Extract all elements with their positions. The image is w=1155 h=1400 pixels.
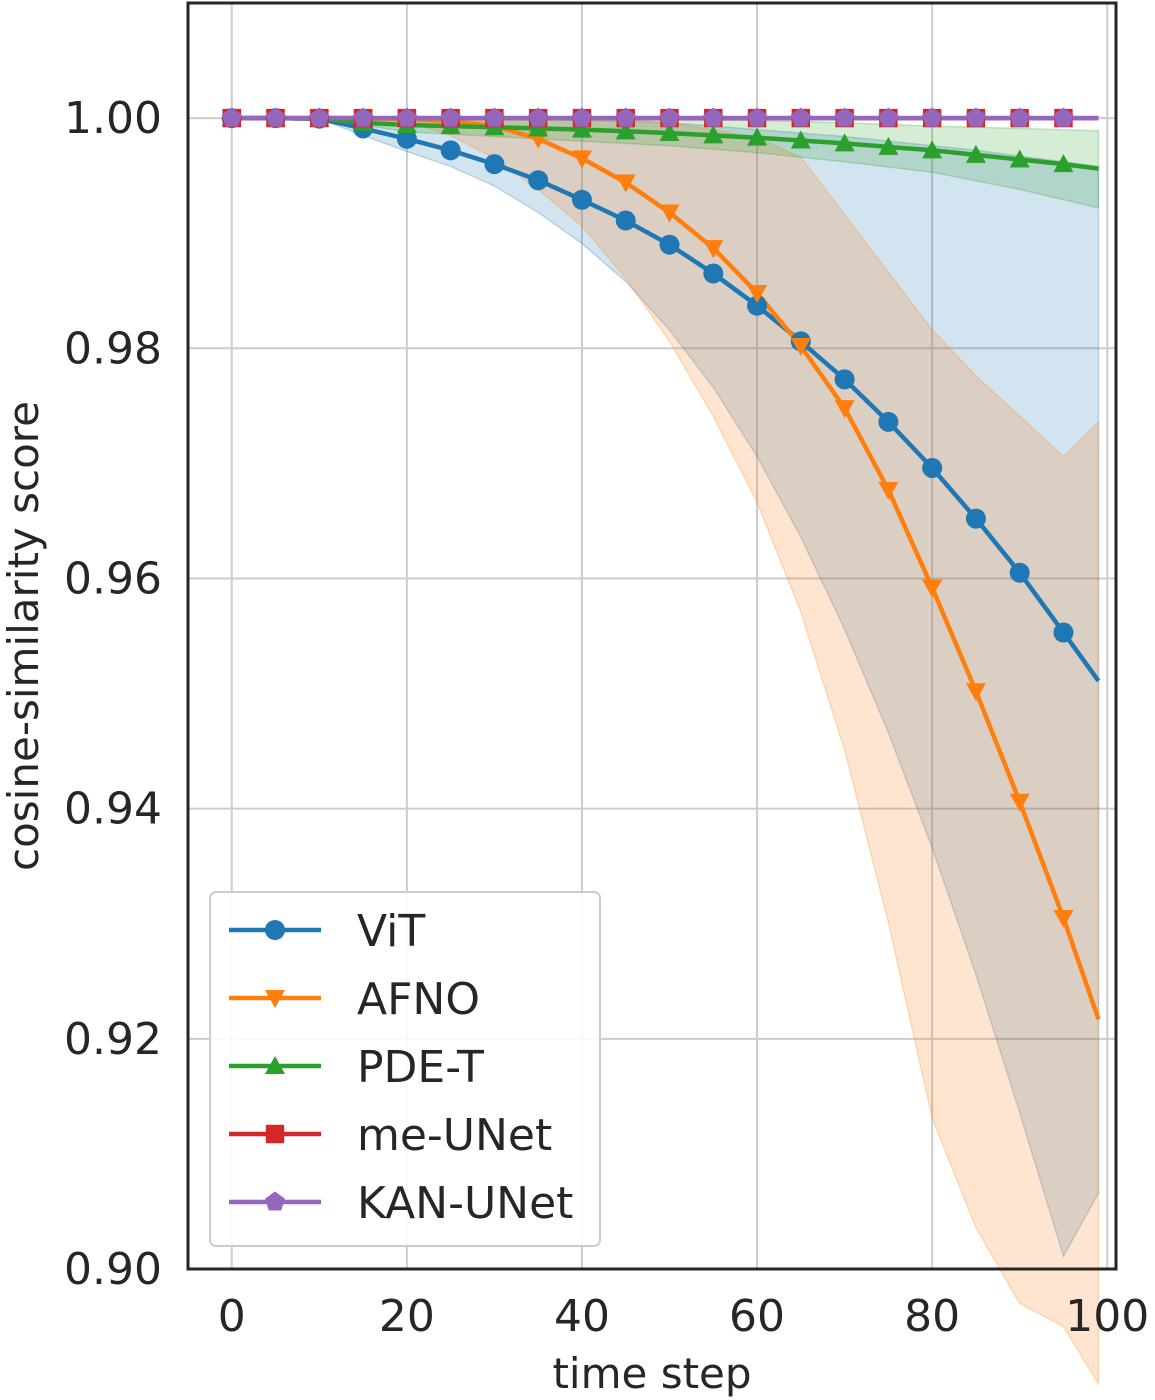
x-axis-ticks: 0 20 40 60 80 100 [218,1291,1149,1342]
data-point-vit [571,189,592,210]
legend-label-pde-t: PDE-T [357,1042,484,1093]
data-point-afno [1009,793,1030,812]
legend-label-kan-unet: KAN-UNet [357,1178,573,1229]
y-tick-label: 0.92 [64,1014,162,1065]
data-point-kan-unet [353,107,374,127]
series-markers [221,107,1074,928]
x-tick-label: 100 [1065,1291,1149,1342]
data-point-kan-unet [790,107,811,127]
data-point-pde-t [878,136,899,155]
x-tick-label: 40 [554,1291,610,1342]
data-point-afno [703,240,724,259]
data-point-kan-unet [615,107,636,127]
x-tick-label: 20 [379,1291,435,1342]
legend: ViT AFNO PDE-T me-UNet KAN-UNet [209,891,601,1247]
data-point-pde-t [659,123,680,142]
data-point-pde-t [528,118,549,137]
data-point-vit [922,457,943,478]
legend-items: ViT AFNO PDE-T me-UNet KAN-UNet [229,906,573,1229]
data-point-afno [922,579,943,598]
y-axis-ticks: 0.90 0.92 0.94 0.96 0.98 1.00 [64,93,162,1295]
data-point-pde-t [747,127,768,146]
data-point-kan-unet [659,107,680,127]
data-point-pde-t [615,121,636,140]
data-point-afno [571,150,592,169]
data-point-pde-t [1053,154,1074,173]
y-tick-label: 0.94 [64,784,162,835]
data-point-vit [703,263,724,284]
data-point-vit [1053,622,1074,643]
data-point-afno [659,204,680,223]
y-tick-label: 0.96 [64,553,162,604]
data-point-kan-unet [1009,107,1030,127]
data-point-kan-unet [747,107,767,127]
data-point-pde-t [1009,149,1030,168]
data-point-kan-unet [965,107,986,127]
legend-label-afno: AFNO [357,974,480,1025]
data-point-kan-unet [703,107,724,127]
y-axis-label: cosine-similarity score [0,401,48,871]
data-point-pde-t [571,119,592,138]
plot-frame [186,1,1118,1271]
data-point-afno [790,337,811,356]
x-tick-label: 60 [729,1291,785,1342]
y-tick-label: 0.98 [64,323,162,374]
x-tick-label: 80 [904,1291,960,1342]
legend-label-vit: ViT [357,906,425,957]
data-point-kan-unet [221,107,242,127]
data-point-pde-t [834,133,855,152]
data-point-afno [747,285,768,304]
legend-box [209,891,601,1247]
data-point-pde-t [965,144,986,163]
data-point-pde-t [922,140,943,159]
data-point-pde-t [790,130,811,149]
data-point-vit [615,210,636,231]
data-point-afno [834,400,855,419]
x-tick-label: 0 [218,1291,246,1342]
data-point-vit [396,128,417,149]
legend-marker-afno [265,990,285,1008]
data-point-vit [484,154,505,175]
data-point-kan-unet [572,107,592,127]
data-point-afno [878,481,899,500]
data-point-afno [1053,909,1074,928]
data-point-kan-unet [1053,107,1074,127]
data-point-kan-unet [834,107,855,127]
data-point-vit [834,369,855,390]
data-point-vit [1009,562,1030,583]
data-point-vit [528,170,549,191]
x-axis-label: time step [552,1349,751,1398]
y-tick-label: 0.90 [64,1244,162,1295]
legend-marker-vit [265,920,285,940]
data-point-kan-unet [309,107,330,127]
legend-marker-kan-unet [265,1191,285,1211]
data-point-kan-unet [922,107,943,127]
data-point-kan-unet [484,107,505,127]
data-point-pde-t [703,125,724,144]
data-point-kan-unet [528,107,549,127]
data-point-kan-unet [878,107,899,127]
legend-marker-pde-t [265,1056,285,1074]
data-point-kan-unet [265,107,286,127]
y-tick-label: 1.00 [64,93,162,144]
legend-marker-me-unet [265,1124,285,1144]
data-point-vit [440,140,461,161]
data-point-kan-unet [396,107,417,127]
data-point-vit [965,508,986,529]
data-point-vit [659,234,680,255]
legend-label-me-unet: me-UNet [357,1110,552,1161]
data-point-kan-unet [440,107,461,127]
data-point-afno [965,683,986,702]
data-point-afno [615,174,636,193]
data-point-vit [747,295,768,316]
data-point-vit [878,411,899,432]
